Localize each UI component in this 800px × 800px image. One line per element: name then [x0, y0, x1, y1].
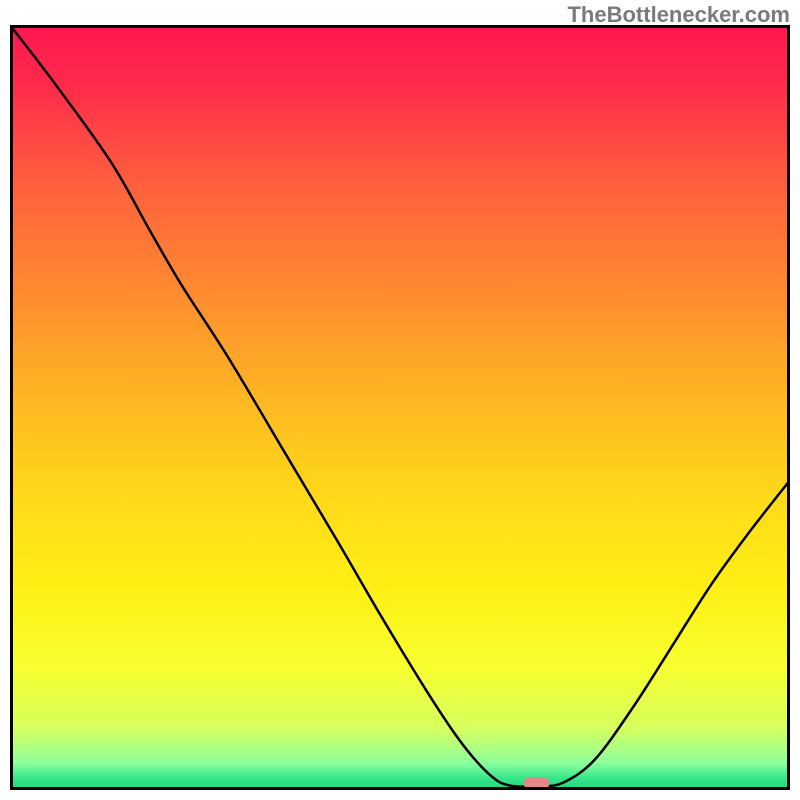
chart-svg [10, 25, 790, 790]
chart-container: TheBottlenecker.com [0, 0, 800, 800]
watermark-text: TheBottlenecker.com [567, 2, 790, 28]
plot-area [10, 25, 790, 790]
gradient-background [10, 25, 790, 790]
